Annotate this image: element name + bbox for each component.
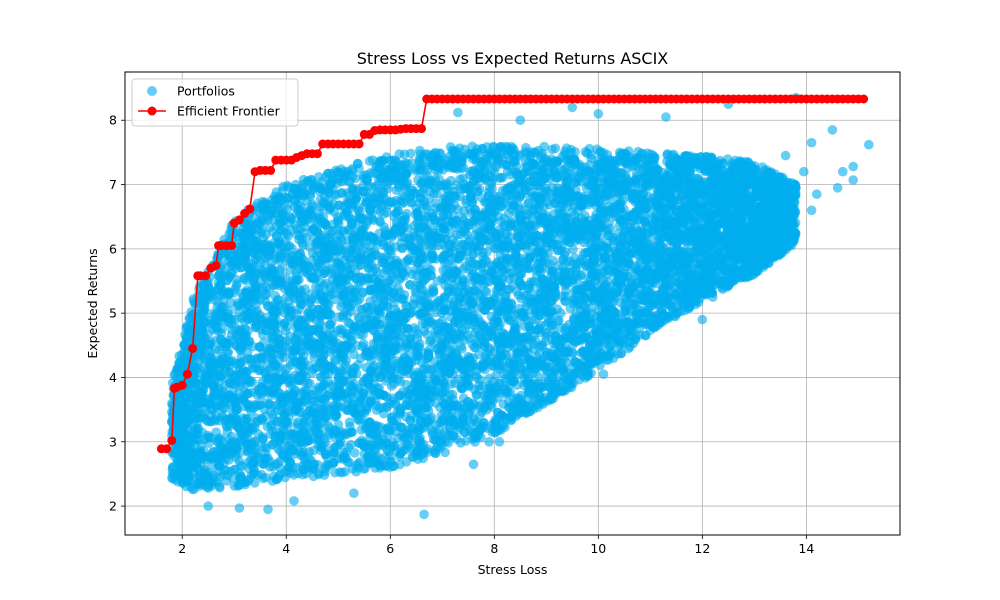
chart-title: Stress Loss vs Expected Returns ASCIX: [357, 49, 669, 68]
portfolio-point: [550, 143, 561, 154]
portfolio-point: [521, 142, 531, 153]
portfolio-point: [357, 287, 368, 297]
portfolio-point: [223, 347, 234, 358]
portfolio-point: [330, 467, 340, 478]
scatter-series: [167, 92, 874, 520]
